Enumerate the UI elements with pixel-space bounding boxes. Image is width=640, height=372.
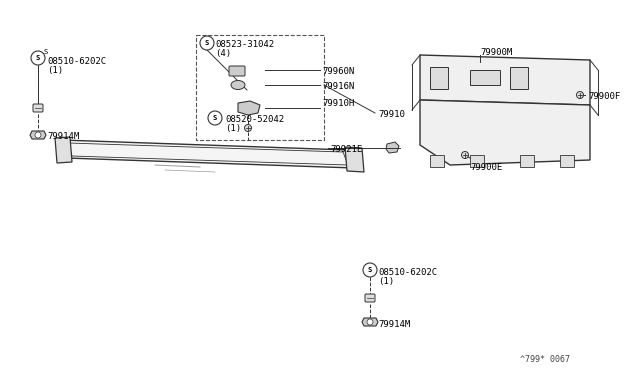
Bar	[520, 155, 534, 167]
Circle shape	[577, 92, 584, 99]
Bar	[430, 155, 444, 167]
Text: 79910H: 79910H	[322, 99, 355, 108]
Circle shape	[208, 111, 222, 125]
FancyBboxPatch shape	[229, 66, 245, 76]
Text: 79900F: 79900F	[588, 92, 620, 101]
Bar	[430, 67, 448, 89]
Text: 79914M: 79914M	[47, 132, 79, 141]
Circle shape	[363, 263, 377, 277]
Text: 79910: 79910	[378, 110, 405, 119]
Circle shape	[244, 125, 252, 131]
Polygon shape	[362, 318, 378, 326]
Polygon shape	[55, 137, 72, 163]
Circle shape	[31, 51, 45, 65]
Bar	[510, 67, 528, 89]
Text: 08510-6202C: 08510-6202C	[378, 268, 437, 277]
Polygon shape	[62, 140, 354, 168]
Circle shape	[461, 151, 468, 158]
Polygon shape	[345, 147, 364, 172]
Text: 79900M: 79900M	[480, 48, 512, 57]
Ellipse shape	[231, 80, 245, 90]
Bar	[560, 155, 574, 167]
Bar	[196, 35, 324, 140]
Text: S: S	[44, 49, 48, 55]
Text: (1): (1)	[225, 124, 241, 133]
Circle shape	[367, 319, 373, 325]
Text: (1): (1)	[378, 277, 394, 286]
Text: ^799* 0067: ^799* 0067	[520, 355, 570, 364]
Text: (4): (4)	[215, 49, 231, 58]
Polygon shape	[420, 55, 590, 105]
Polygon shape	[420, 100, 590, 165]
Text: 08520-52042: 08520-52042	[225, 115, 284, 124]
Text: S: S	[368, 267, 372, 273]
Text: 08523-31042: 08523-31042	[215, 40, 274, 49]
Text: 79916N: 79916N	[322, 82, 355, 91]
Text: 79914M: 79914M	[378, 320, 410, 329]
Text: S: S	[213, 115, 217, 121]
Bar	[470, 70, 500, 85]
Bar	[470, 155, 484, 167]
Circle shape	[35, 132, 41, 138]
Text: 79960N: 79960N	[322, 67, 355, 76]
FancyBboxPatch shape	[33, 104, 43, 112]
Text: S: S	[36, 55, 40, 61]
Text: 79921E: 79921E	[330, 145, 362, 154]
Polygon shape	[30, 131, 46, 139]
Text: 79900E: 79900E	[470, 163, 502, 172]
Text: S: S	[205, 40, 209, 46]
Polygon shape	[238, 101, 260, 115]
Text: 08510-6202C: 08510-6202C	[47, 57, 106, 66]
Polygon shape	[386, 142, 399, 153]
Circle shape	[200, 36, 214, 50]
Text: (1): (1)	[47, 66, 63, 75]
FancyBboxPatch shape	[365, 294, 375, 302]
